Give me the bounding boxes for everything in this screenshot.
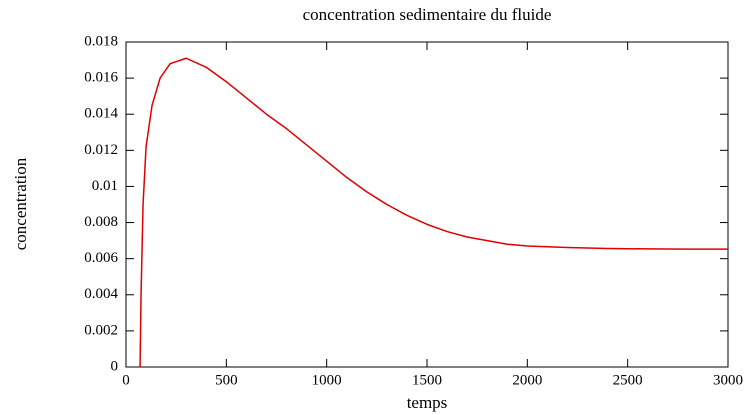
y-tick-label: 0.004 — [84, 286, 118, 302]
x-axis-label: temps — [407, 393, 448, 412]
y-tick-label: 0.006 — [84, 250, 118, 266]
plot-frame — [125, 41, 729, 368]
x-tick-label: 2500 — [613, 372, 643, 388]
x-tick-label: 2000 — [512, 372, 542, 388]
y-axis-label: concentration — [11, 157, 30, 250]
y-tick-label: 0.012 — [84, 142, 118, 158]
y-tick-label: 0 — [111, 358, 119, 374]
x-tick-label: 1500 — [412, 372, 442, 388]
x-tick-label: 500 — [215, 372, 238, 388]
chart-title: concentration sedimentaire du fluide — [303, 5, 552, 24]
y-tick-label: 0.016 — [84, 70, 118, 86]
x-tick-label: 0 — [122, 372, 130, 388]
y-tick-label: 0.018 — [84, 33, 118, 49]
data-line — [139, 57, 728, 368]
x-tick-label: 1000 — [312, 372, 342, 388]
y-tick-label: 0.01 — [92, 178, 118, 194]
y-tick-label: 0.008 — [84, 214, 118, 230]
x-tick-label: 3000 — [713, 372, 743, 388]
y-tick-label: 0.002 — [84, 322, 118, 338]
y-tick-label: 0.014 — [84, 106, 118, 122]
